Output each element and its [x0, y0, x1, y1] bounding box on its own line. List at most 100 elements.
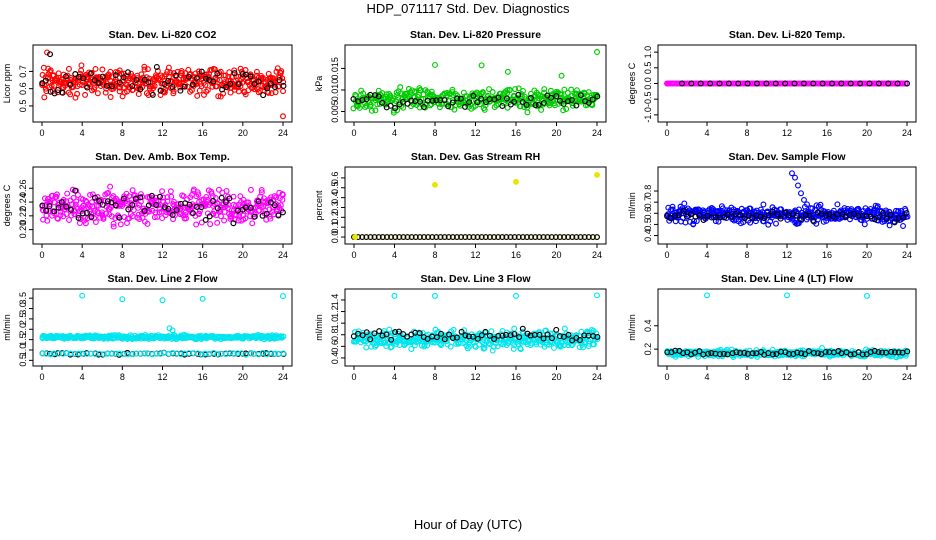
- data-point: [503, 95, 510, 102]
- x-tick-label: 24: [902, 128, 912, 138]
- data-point: [561, 325, 568, 332]
- data-point: [82, 91, 89, 98]
- data-point: [568, 86, 575, 93]
- data-point: [763, 80, 770, 87]
- data-point: [141, 350, 148, 357]
- data-point: [735, 80, 742, 87]
- data-point: [383, 91, 390, 98]
- data-point: [113, 78, 120, 85]
- data-point: [436, 104, 443, 111]
- data-point: [449, 86, 456, 93]
- data-point: [769, 208, 776, 215]
- data-point: [392, 329, 399, 336]
- data-point: [165, 78, 172, 84]
- y-axis-label: kPa: [314, 76, 324, 92]
- data-point: [54, 87, 61, 93]
- data-point: [404, 100, 411, 107]
- data-point: [108, 83, 115, 90]
- data-point: [428, 88, 435, 95]
- outlier-point: [594, 171, 600, 178]
- data-point: [359, 234, 366, 241]
- x-tick-label: 8: [744, 128, 749, 138]
- data-point: [141, 207, 148, 214]
- data-point: [412, 88, 418, 95]
- data-point: [891, 349, 898, 356]
- x-tick-label: 12: [782, 250, 792, 260]
- data-point: [466, 234, 473, 241]
- y-tick-label: -0.5: [643, 91, 653, 107]
- data-point: [585, 89, 592, 96]
- y-tick-label: 0.005: [330, 100, 340, 123]
- data-point: [528, 234, 535, 241]
- outlier-point: [432, 61, 438, 68]
- outlier-point: [432, 292, 438, 299]
- x-tick-label: 20: [551, 372, 561, 382]
- data-point: [239, 71, 246, 78]
- data-point: [153, 202, 160, 208]
- data-point: [761, 215, 768, 222]
- data-point: [408, 346, 415, 352]
- data-point: [99, 73, 106, 80]
- data-point: [438, 330, 445, 337]
- data-point: [156, 201, 163, 208]
- data-point: [589, 96, 596, 103]
- data-point: [144, 220, 151, 227]
- x-tick-label: 24: [592, 250, 602, 260]
- data-point: [894, 80, 901, 87]
- data-point: [105, 189, 112, 196]
- data-point: [891, 219, 898, 226]
- data-point: [744, 80, 751, 87]
- data-point: [372, 92, 378, 99]
- x-tick-label: 8: [432, 128, 437, 138]
- data-point: [51, 351, 58, 358]
- data-point: [267, 199, 274, 206]
- data-points: [39, 49, 287, 120]
- data-point: [772, 80, 779, 87]
- data-point: [51, 210, 58, 217]
- outlier-point: [79, 292, 86, 299]
- data-point: [447, 343, 454, 350]
- data-point: [207, 221, 214, 228]
- data-point: [392, 234, 399, 241]
- outlier-point: [594, 292, 600, 299]
- data-point: [561, 86, 568, 93]
- data-point: [203, 88, 210, 95]
- data-point: [867, 213, 874, 220]
- data-point: [263, 210, 270, 217]
- data-point: [705, 350, 712, 357]
- data-point: [198, 351, 205, 358]
- data-point: [560, 107, 567, 114]
- data-point: [569, 234, 576, 241]
- plot-frame: [344, 166, 607, 245]
- data-point: [137, 86, 144, 93]
- data-point: [112, 72, 119, 79]
- data-point: [79, 210, 86, 217]
- data-point: [169, 211, 176, 218]
- data-point: [258, 186, 265, 193]
- data-point: [363, 96, 370, 103]
- data-point: [462, 234, 469, 241]
- y-tick-label: 0.24: [18, 193, 28, 211]
- data-point: [887, 211, 894, 218]
- outlier-point: [504, 68, 511, 75]
- data-point: [465, 333, 472, 340]
- data-point: [486, 341, 493, 348]
- data-point: [524, 109, 531, 116]
- data-points: [351, 171, 600, 241]
- data-point: [227, 80, 234, 87]
- x-tick-label: 24: [902, 250, 912, 260]
- data-point: [532, 234, 539, 241]
- data-point: [712, 214, 719, 221]
- data-point: [773, 220, 779, 227]
- data-point: [124, 69, 131, 76]
- data-point: [737, 212, 744, 219]
- x-tick-label: 0: [39, 128, 44, 138]
- data-point: [252, 79, 259, 86]
- data-point: [397, 84, 404, 91]
- data-point: [214, 70, 221, 77]
- data-point: [470, 234, 477, 241]
- x-tick-label: 0: [39, 372, 44, 382]
- data-point: [412, 234, 419, 241]
- chart-title: Stan. Dev. Gas Stream RH: [411, 151, 540, 163]
- data-point: [765, 212, 772, 219]
